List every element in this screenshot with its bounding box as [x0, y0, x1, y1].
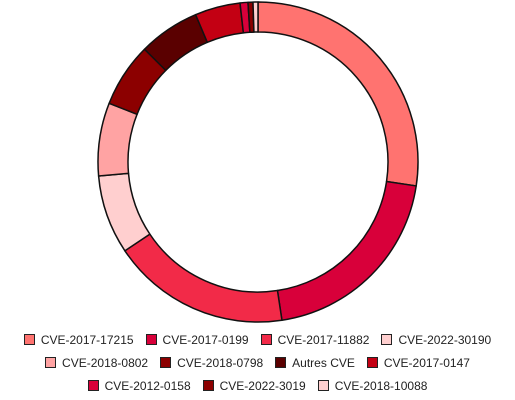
legend-item[interactable]: CVE-2018-10088 [317, 378, 428, 393]
legend-item[interactable]: CVE-2017-0199 [145, 332, 249, 347]
legend-label: Autres CVE [292, 355, 355, 370]
donut-slice-4 [97, 172, 151, 252]
legend-label: CVE-2022-3019 [219, 378, 306, 393]
legend-swatch [366, 357, 378, 368]
legend-label: CVE-2017-0147 [383, 355, 470, 370]
legend-swatch [202, 380, 214, 391]
legend-item[interactable]: CVE-2017-11882 [260, 332, 370, 347]
legend-label: CVE-2017-11882 [277, 332, 370, 347]
legend-swatch [45, 357, 57, 368]
legend-swatch [160, 357, 172, 368]
legend-label: CVE-2018-0802 [62, 355, 149, 370]
legend-item[interactable]: CVE-2018-0802 [45, 356, 148, 370]
legend-label: CVE-2018-10088 [334, 378, 428, 393]
donut-svg [97, 1, 419, 323]
legend-swatch [145, 334, 157, 345]
legend-swatch [260, 334, 272, 345]
donut-slice-3 [124, 233, 283, 323]
legend-item[interactable]: CVE-2012-0158 [87, 378, 191, 393]
legend-label: CVE-2017-17215 [40, 332, 134, 347]
donut-slice-1 [257, 1, 419, 187]
legend-swatch [317, 380, 329, 391]
legend-swatch [23, 334, 35, 345]
legend-swatch [87, 380, 99, 391]
legend-row-1: CVE-2017-17215 CVE-2017-0199 CVE-2017-1188… [0, 328, 515, 351]
legend-item[interactable]: Autres CVE [275, 356, 355, 370]
legend-swatch [275, 357, 287, 368]
legend-row-3: CVE-2012-0158 CVE-2022-3019 CVE-2018-10088 [0, 374, 515, 397]
donut-slice-5 [97, 102, 138, 177]
legend-swatch [381, 334, 393, 345]
legend-label: CVE-2022-30190 [398, 332, 492, 347]
legend-label: CVE-2012-0158 [104, 378, 191, 393]
legend-item[interactable]: CVE-2018-0798 [160, 356, 263, 370]
legend-item[interactable]: CVE-2017-17215 [23, 332, 134, 347]
legend-item[interactable]: CVE-2022-30190 [381, 333, 491, 347]
legend-label: CVE-2018-0798 [177, 355, 264, 370]
legend-item[interactable]: CVE-2022-3019 [202, 378, 306, 393]
donut-slice-2 [276, 180, 417, 321]
chart-legend: CVE-2017-17215 CVE-2017-0199 CVE-2017-1188… [0, 328, 515, 397]
legend-row-2: CVE-2018-0802 CVE-2018-0798 Autres CVE CVE-… [0, 351, 515, 374]
legend-item[interactable]: CVE-2017-0147 [366, 355, 470, 370]
donut-slice-11 [252, 1, 259, 33]
legend-label: CVE-2017-0199 [162, 332, 249, 347]
donut-chart [97, 1, 419, 323]
